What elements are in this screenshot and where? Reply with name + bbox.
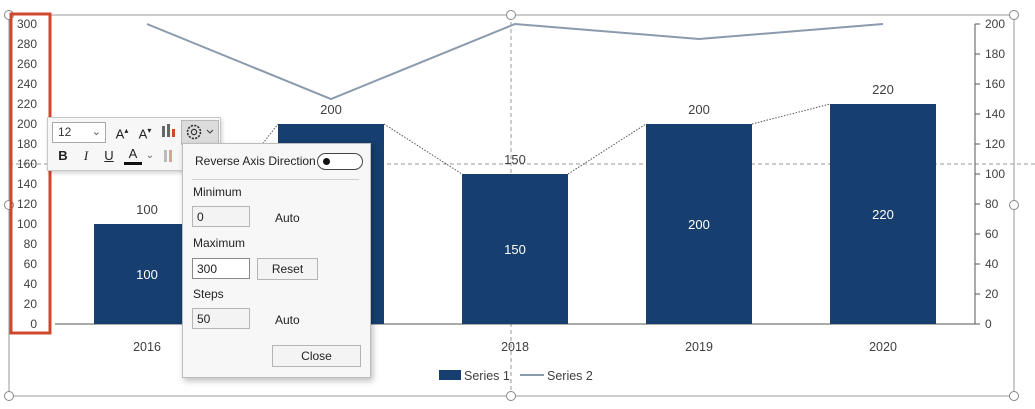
bar-inner-value-label: 200 — [688, 217, 710, 232]
steps-input[interactable]: 50 — [192, 308, 250, 329]
italic-button[interactable]: I — [83, 148, 89, 163]
left-axis-tick-label: 180 — [17, 137, 37, 151]
resize-handle-bottom-right[interactable] — [1009, 391, 1019, 401]
right-axis-tick-label: 120 — [985, 137, 1005, 151]
right-axis-tick-label: 40 — [985, 257, 999, 271]
left-axis-tick-label: 0 — [30, 317, 37, 331]
gear-icon — [186, 124, 214, 140]
right-axis-tick-label: 60 — [985, 227, 999, 241]
category-tick-label: 2019 — [685, 340, 713, 354]
legend-label-series-1: Series 1 — [464, 369, 510, 383]
axis-settings-panel: Reverse Axis Direction Minimum 0 Auto Ma… — [182, 143, 371, 378]
axis-settings-button[interactable] — [181, 120, 219, 145]
left-axis-tick-label: 260 — [17, 57, 37, 71]
reverse-axis-toggle[interactable] — [317, 153, 363, 170]
selection-handles[interactable] — [4, 10, 1019, 401]
underline-button[interactable]: U — [104, 148, 114, 163]
right-axis-tick-label: 180 — [985, 47, 1005, 61]
resize-handle-right[interactable] — [1009, 200, 1019, 210]
left-axis[interactable]: 0 20 40 60 80 100 120 140 160 180 200 220 240 260 280 3… — [17, 17, 37, 331]
resize-handle-bottom-left[interactable] — [4, 391, 14, 401]
shrink-font-glyph: A — [138, 126, 148, 142]
resize-handle-top[interactable] — [506, 10, 516, 20]
bar-value-label: 220 — [872, 82, 894, 97]
right-axis-tick-label: 20 — [985, 287, 999, 301]
legend-label-series-2: Series 2 — [547, 369, 593, 383]
left-axis-tick-label: 160 — [17, 157, 37, 171]
right-axis-tick-label: 0 — [985, 317, 992, 331]
right-axis-tick-label: 140 — [985, 107, 1005, 121]
line-series-2 — [146, 22, 884, 101]
minimum-input[interactable]: 0 — [192, 206, 250, 227]
close-button[interactable]: Close — [272, 345, 361, 367]
maximum-input[interactable]: 300 — [192, 258, 250, 279]
reset-button[interactable]: Reset — [257, 258, 318, 280]
right-axis-tick-label: 200 — [985, 17, 1005, 31]
bar-series-1 — [830, 104, 936, 324]
shrink-font-button[interactable]: A▾ — [138, 126, 152, 142]
left-axis-tick-label: 240 — [17, 77, 37, 91]
left-axis-tick-label: 80 — [24, 237, 38, 251]
bar-connector-line — [751, 103, 831, 125]
bar-series-1 — [462, 174, 568, 324]
right-axis-tick-label: 80 — [985, 197, 999, 211]
grow-font-button[interactable]: A▴ — [115, 126, 129, 142]
chart-style-icon — [161, 124, 175, 137]
chart-style-button[interactable] — [160, 123, 176, 143]
left-axis-tick-label: 40 — [24, 277, 38, 291]
resize-handle-top-right[interactable] — [1009, 10, 1019, 20]
clear-format-icon — [164, 150, 172, 162]
bar-inner-value-label: 100 — [136, 267, 158, 282]
font-size-select[interactable]: 12 ⌄ — [52, 122, 106, 143]
font-color-dropdown[interactable]: ⌄ — [145, 150, 155, 161]
bar-value-label: 150 — [504, 152, 526, 167]
font-color-button[interactable]: A — [124, 146, 142, 165]
resize-handle-bottom[interactable] — [506, 391, 516, 401]
left-axis-tick-label: 20 — [24, 297, 38, 311]
left-axis-tick-label: 220 — [17, 97, 37, 111]
left-axis-selection[interactable] — [9, 12, 52, 335]
panel-divider — [192, 179, 359, 180]
left-axis-tick-label: 200 — [17, 117, 37, 131]
maximum-label: Maximum — [193, 236, 246, 250]
bar-connector-line — [567, 123, 647, 175]
legend-swatch-series-1 — [439, 370, 461, 380]
font-color-glyph: A — [128, 146, 138, 161]
grow-font-glyph: A — [115, 126, 125, 142]
left-axis-tick-label: 140 — [17, 177, 37, 191]
left-axis-tick-label: 120 — [17, 197, 37, 211]
steps-auto-label: Auto — [275, 313, 300, 327]
bar-value-label: 200 — [688, 102, 710, 117]
clear-format-button[interactable] — [162, 149, 176, 168]
steps-label: Steps — [193, 287, 224, 301]
category-tick-label: 2018 — [501, 340, 529, 354]
chevron-down-icon: ⌄ — [91, 126, 101, 138]
bar-series-1 — [646, 124, 752, 324]
bar-inner-value-label: 220 — [872, 207, 894, 222]
bold-button[interactable]: B — [58, 148, 68, 163]
left-axis-tick-label: 300 — [17, 17, 37, 31]
legend: Series 1 Series 2 — [439, 369, 593, 383]
left-axis-tick-label: 100 — [17, 217, 37, 231]
font-size-value: 12 — [58, 125, 72, 139]
minimum-auto-label: Auto — [275, 211, 300, 225]
category-tick-label: 2016 — [133, 340, 161, 354]
bar-value-label: 100 — [136, 202, 158, 217]
toggle-knob — [323, 158, 330, 165]
left-axis-tick-label: 280 — [17, 37, 37, 51]
right-axis-tick-label: 160 — [985, 77, 1005, 91]
minimum-label: Minimum — [193, 185, 242, 199]
right-axis-tick-label: 100 — [985, 167, 1005, 181]
bar-value-label: 200 — [320, 102, 342, 117]
bar-connector-line — [383, 123, 463, 175]
left-axis-tick-label: 60 — [24, 257, 38, 271]
reverse-axis-label: Reverse Axis Direction — [195, 154, 316, 168]
bar-inner-value-label: 150 — [504, 242, 526, 257]
category-tick-label: 2020 — [869, 340, 897, 354]
right-axis[interactable]: 0 20 40 60 80 100 120 140 160 180 200 — [974, 17, 1005, 331]
